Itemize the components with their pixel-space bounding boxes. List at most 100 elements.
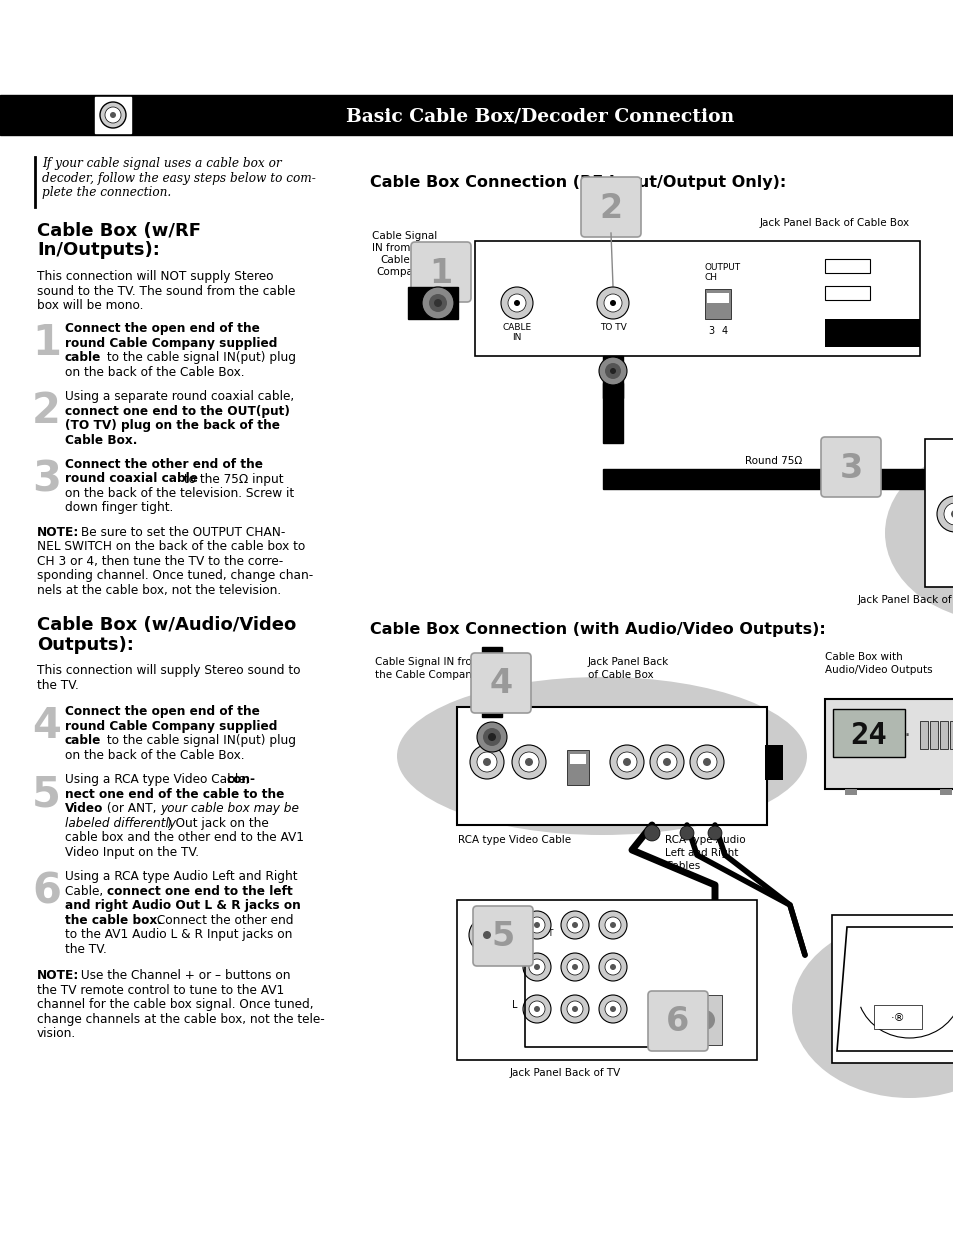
Circle shape [500,287,533,319]
FancyBboxPatch shape [580,177,640,237]
Bar [929,721,937,748]
Text: 5: 5 [32,773,61,815]
Bar [408,287,457,319]
Text: If your cable signal uses a cable box or: If your cable signal uses a cable box or [42,157,281,170]
Text: nels at the cable box, not the television.: nels at the cable box, not the televisio… [37,584,281,597]
Text: IN: IN [512,333,521,342]
Circle shape [609,923,616,927]
FancyBboxPatch shape [471,653,531,713]
Text: Cable Box Connection (with Audio/Video Outputs):: Cable Box Connection (with Audio/Video O… [370,622,825,637]
Circle shape [622,758,630,766]
Circle shape [617,752,637,772]
Text: Connect the open end of the: Connect the open end of the [65,705,259,719]
Text: 5: 5 [491,920,514,953]
Circle shape [597,287,628,319]
Circle shape [482,931,491,939]
Text: box will be mono.: box will be mono. [37,299,143,312]
Bar [919,721,927,748]
Circle shape [476,752,497,772]
Text: OUTPUT: OUTPUT [704,263,740,272]
Text: vision.: vision. [37,1028,76,1041]
Circle shape [943,503,953,525]
Text: CH 3 or 4, then tune the TV to the corre-: CH 3 or 4, then tune the TV to the corre… [37,555,283,568]
Bar [832,709,904,757]
Circle shape [566,918,582,932]
Circle shape [110,112,116,119]
Text: 1: 1 [429,257,452,289]
Circle shape [936,496,953,532]
Text: ·: · [902,726,909,746]
Circle shape [482,727,500,746]
Text: con-: con- [227,773,255,787]
Text: 2: 2 [32,390,61,432]
Circle shape [609,745,643,779]
Circle shape [421,287,454,319]
Circle shape [529,960,544,974]
Text: the Cable Company: the Cable Company [375,671,477,680]
Text: down finger tight.: down finger tight. [65,501,173,515]
Text: on the back of the television. Screw it: on the back of the television. Screw it [65,487,294,500]
Circle shape [657,752,677,772]
Text: Using a RCA type Audio Left and Right: Using a RCA type Audio Left and Right [65,871,297,883]
Circle shape [469,918,504,953]
Bar [764,745,782,781]
Circle shape [604,918,620,932]
Bar [949,721,953,748]
Bar [602,383,622,443]
Circle shape [566,960,582,974]
Text: In/Outputs):: In/Outputs): [37,241,160,259]
Bar [706,293,728,303]
Bar [939,721,947,748]
Text: Video Input on the TV.: Video Input on the TV. [65,846,199,860]
Text: Cable Box with: Cable Box with [824,652,902,662]
Text: 6: 6 [32,871,61,913]
Text: IN from the: IN from the [372,243,431,253]
Bar [95,98,131,133]
Circle shape [470,745,503,779]
Text: 24: 24 [850,721,886,751]
Circle shape [695,1010,714,1030]
Text: Using a RCA type Video Cable,: Using a RCA type Video Cable, [65,773,253,787]
Text: NEL SWITCH on the back of the cable box to: NEL SWITCH on the back of the cable box … [37,541,305,553]
Bar [939,789,951,795]
Circle shape [522,911,551,939]
Bar [481,647,501,718]
Text: the TV.: the TV. [65,944,107,956]
Text: ·®: ·® [890,1013,904,1023]
Bar [456,900,757,1060]
Circle shape [534,965,539,969]
Text: to the 75Ω input: to the 75Ω input [180,473,283,485]
Text: 4: 4 [489,667,512,700]
Text: sponding channel. Once tuned, change chan-: sponding channel. Once tuned, change cha… [37,569,313,583]
Text: NOTE:: NOTE: [37,526,79,538]
Circle shape [534,1007,539,1011]
Circle shape [609,368,616,374]
Text: cable box and the other end to the AV1: cable box and the other end to the AV1 [65,831,304,845]
Text: ) Out jack on the: ) Out jack on the [167,818,269,830]
Circle shape [512,745,545,779]
Circle shape [697,752,717,772]
Text: Cable Box (w/RF: Cable Box (w/RF [37,222,201,240]
Text: Jack Panel Back of TV: Jack Panel Back of TV [857,595,953,605]
Circle shape [534,923,539,927]
Circle shape [529,1002,544,1016]
Circle shape [524,758,533,766]
Bar [824,319,919,347]
Circle shape [604,363,620,379]
Circle shape [679,826,693,840]
Circle shape [572,965,578,969]
Text: Cable Box (w/Audio/Video: Cable Box (w/Audio/Video [37,616,296,635]
Text: 4: 4 [32,705,61,747]
Text: and right Audio Out L & R jacks on: and right Audio Out L & R jacks on [65,899,300,913]
Bar [475,241,919,356]
Text: Jack Panel Back of TV: Jack Panel Back of TV [510,1068,620,1078]
Text: Connect the other end: Connect the other end [152,914,294,927]
Bar [602,356,622,398]
Text: L: L [512,1000,517,1010]
Text: This connection will supply Stereo sound to: This connection will supply Stereo sound… [37,664,300,678]
Bar [824,259,869,273]
Text: Basic Cable Box/Decoder Connection: Basic Cable Box/Decoder Connection [346,107,734,125]
Circle shape [598,953,626,981]
Circle shape [488,734,496,741]
Text: Cables: Cables [664,861,700,871]
